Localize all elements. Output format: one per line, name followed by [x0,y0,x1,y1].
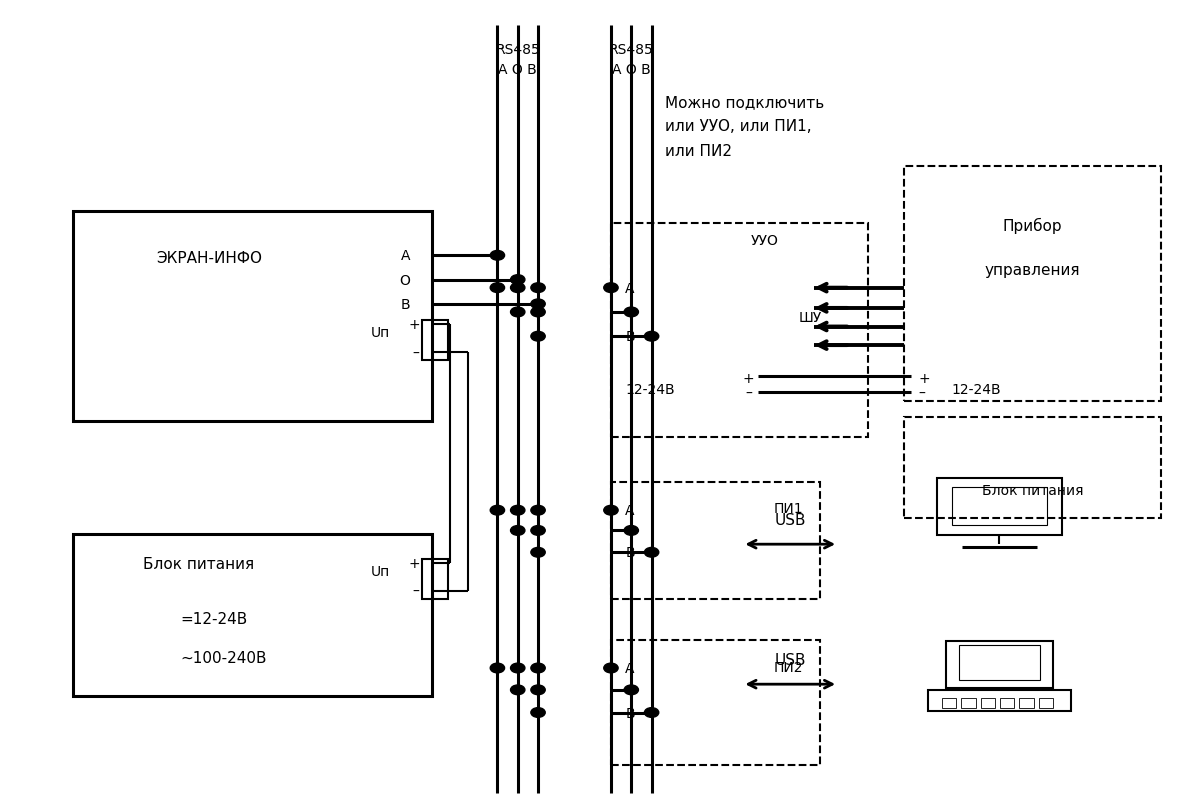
Text: В: В [625,546,635,560]
Text: А О В: А О В [612,63,651,77]
Text: =12-24В: =12-24В [181,611,248,626]
Text: Блок питания: Блок питания [143,556,254,572]
Bar [958,645,1040,680]
Bar [945,642,1053,689]
Circle shape [510,506,525,516]
Circle shape [645,332,659,341]
Bar [951,487,1047,526]
Circle shape [645,708,659,718]
Circle shape [531,663,545,673]
Text: +: + [918,371,930,386]
Text: А: А [625,504,635,517]
Text: УУО: УУО [751,234,779,248]
Text: 12-24В: 12-24В [951,382,1002,397]
Bar [73,212,431,422]
Circle shape [604,663,618,673]
Circle shape [531,506,545,516]
Text: ~100-240В: ~100-240В [181,650,267,665]
Bar [903,418,1161,519]
Circle shape [490,284,504,293]
Bar [422,559,448,599]
Text: RS485: RS485 [609,43,654,57]
Bar [961,698,975,708]
Text: –: – [413,346,419,360]
Circle shape [510,526,525,535]
Circle shape [645,547,659,557]
Bar [611,224,867,438]
Text: или ПИ2: или ПИ2 [665,144,732,158]
Text: управления: управления [985,263,1081,277]
Circle shape [510,685,525,695]
Text: +: + [409,318,419,332]
Bar [942,698,956,708]
Bar [1039,698,1053,708]
Text: USB: USB [774,513,806,528]
Circle shape [604,284,618,293]
Circle shape [531,332,545,341]
Text: О: О [625,524,636,538]
Circle shape [624,307,639,317]
Text: +: + [409,556,419,570]
Circle shape [510,307,525,317]
Text: ЭКРАН-ИНФО: ЭКРАН-ИНФО [157,251,262,265]
Bar [937,478,1063,536]
Bar [611,483,821,599]
Circle shape [531,307,545,317]
Circle shape [490,663,504,673]
Text: А О В: А О В [498,63,537,77]
Text: –: – [745,386,752,401]
Bar [927,690,1071,711]
Text: А: А [625,281,635,295]
Circle shape [531,708,545,718]
Circle shape [531,547,545,557]
Text: или УУО, или ПИ1,: или УУО, или ПИ1, [665,119,811,134]
Text: Можно подключить: Можно подключить [665,95,824,110]
Circle shape [531,299,545,309]
Text: ШУ: ШУ [799,311,822,324]
Text: О: О [625,683,636,697]
Text: Uп: Uп [370,326,389,340]
Circle shape [624,685,639,695]
Bar [1019,698,1034,708]
Text: –: – [413,585,419,599]
Text: USB: USB [774,653,806,667]
Text: О: О [625,306,636,320]
Text: ПИ1: ПИ1 [774,501,804,515]
Text: А: А [625,661,635,676]
Text: В: В [625,706,635,719]
Bar [903,167,1161,401]
Text: Прибор: Прибор [1003,217,1063,234]
Circle shape [531,284,545,293]
Text: О: О [399,273,410,287]
Text: 12-24В: 12-24В [625,382,674,397]
Bar [1000,698,1015,708]
Text: Uп: Uп [370,564,389,578]
Circle shape [510,284,525,293]
Text: RS485: RS485 [495,43,540,57]
Text: А: А [400,249,410,263]
Bar [981,698,996,708]
Circle shape [604,506,618,516]
Circle shape [624,526,639,535]
Text: В: В [400,298,410,311]
Circle shape [490,506,504,516]
Text: Блок питания: Блок питания [981,483,1083,497]
Circle shape [510,276,525,285]
Text: +: + [743,371,755,386]
Bar [73,534,431,697]
Circle shape [490,251,504,261]
Text: ПИ2: ПИ2 [774,660,804,675]
Circle shape [531,685,545,695]
Text: –: – [918,386,925,401]
Circle shape [510,663,525,673]
Bar [422,320,448,361]
Text: В: В [625,330,635,344]
Bar [611,640,821,765]
Circle shape [531,526,545,535]
